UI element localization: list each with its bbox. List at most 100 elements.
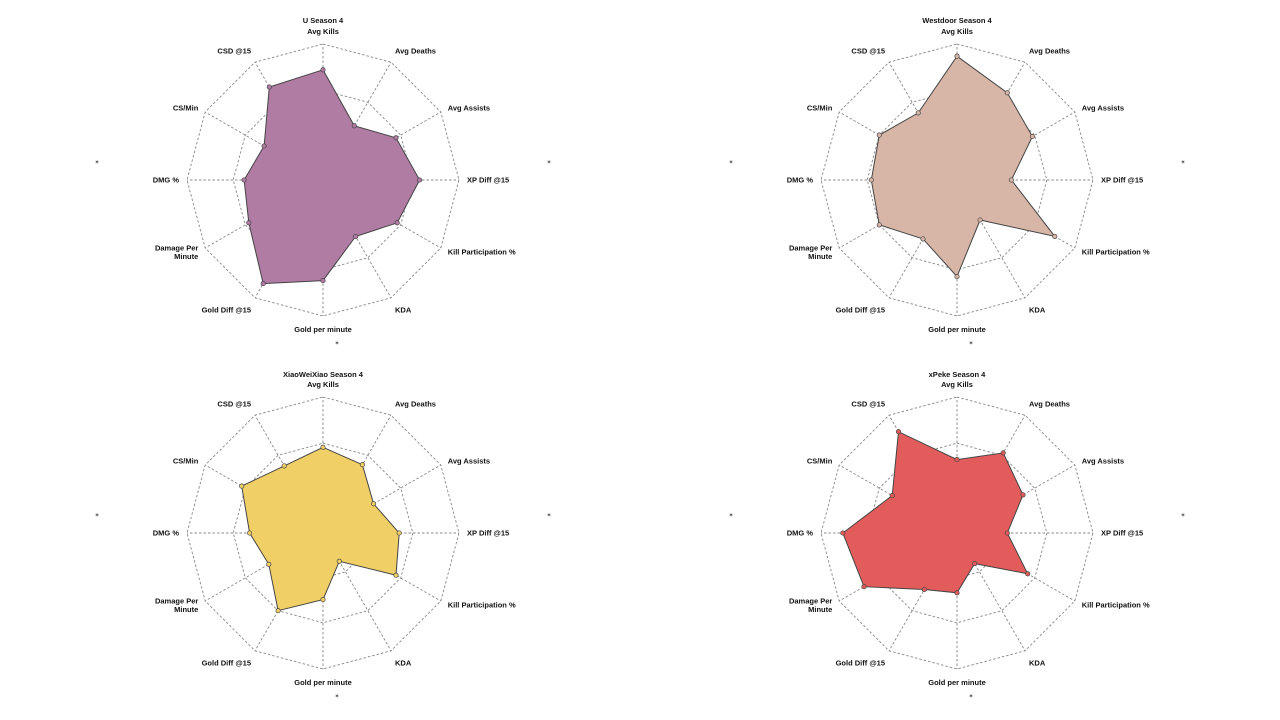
axis-label: Damage Per Minute xyxy=(789,597,832,615)
data-point xyxy=(320,444,326,450)
data-point xyxy=(954,53,960,59)
data-point xyxy=(247,530,253,536)
axis-label: Gold Diff @15 xyxy=(836,306,885,315)
axis-label: DMG % xyxy=(787,176,814,185)
axis-label: Avg Kills xyxy=(307,380,339,389)
axis-label: Gold Diff @15 xyxy=(202,306,251,315)
data-point xyxy=(1025,571,1031,577)
axis-label: CSD @15 xyxy=(217,46,251,55)
data-point xyxy=(876,222,882,228)
axis-label: DMG % xyxy=(153,529,180,538)
pin-icon: ✶ xyxy=(1180,512,1185,519)
axis-label: Damage Per Minute xyxy=(155,597,198,615)
pin-icon: ✶ xyxy=(1180,159,1185,166)
axis-label: CS/Min xyxy=(173,104,199,113)
axis-label: Avg Deaths xyxy=(1029,399,1070,408)
axis-label: KDA xyxy=(1029,306,1046,315)
pin-icon: ✶ xyxy=(546,512,551,519)
axis-label: Avg Kills xyxy=(307,27,339,36)
pin-icon: ✶ xyxy=(94,512,99,519)
axis-label: XP Diff @15 xyxy=(467,529,509,538)
axis-label: Avg Assists xyxy=(1082,457,1124,466)
data-point xyxy=(241,177,247,183)
axis-label: CS/Min xyxy=(173,457,199,466)
data-point xyxy=(954,457,960,463)
axis-label: Gold per minute xyxy=(294,325,352,334)
axis-label: CS/Min xyxy=(807,457,833,466)
data-point xyxy=(320,597,326,603)
axis-label: Gold per minute xyxy=(294,678,352,687)
data-point xyxy=(260,281,266,287)
data-point xyxy=(246,220,252,226)
radar-panel-2: Avg Kills Avg Deaths Avg Assists XP Diff @1… xyxy=(728,16,1185,347)
data-point xyxy=(353,233,359,240)
data-point xyxy=(876,132,882,138)
radar-panel-4: Avg Kills Avg Deaths Avg Assists XP Diff @1… xyxy=(728,370,1185,700)
pin-icon: ✶ xyxy=(968,340,973,347)
axis-label: Avg Deaths xyxy=(395,399,436,408)
chart-title: Westdoor Season 4 xyxy=(922,16,992,25)
axis-label: KDA xyxy=(1029,659,1046,668)
data-point xyxy=(417,177,423,183)
chart-title: xPeke Season 4 xyxy=(929,370,987,379)
axis-label: Avg Kills xyxy=(941,380,973,389)
pin-icon: ✶ xyxy=(546,159,551,166)
data-point xyxy=(266,561,272,567)
axis-label: CSD @15 xyxy=(851,46,885,55)
axis-label: Avg Deaths xyxy=(395,46,436,55)
axis-label: CSD @15 xyxy=(851,399,885,408)
axis-label: Gold per minute xyxy=(928,325,986,334)
data-point xyxy=(275,608,281,614)
data-point xyxy=(920,236,926,242)
axis-label: Kill Participation % xyxy=(1082,248,1150,257)
data-point xyxy=(239,483,245,489)
data-area xyxy=(842,430,1029,594)
grid-ring xyxy=(232,89,414,271)
data-point xyxy=(396,530,402,536)
data-point xyxy=(394,220,400,226)
data-area xyxy=(243,69,421,285)
data-point xyxy=(281,463,287,469)
data-point xyxy=(889,493,895,499)
data-point xyxy=(1020,492,1026,498)
data-point xyxy=(393,572,399,578)
data-point xyxy=(861,584,867,590)
radar-panel-3: Avg Kills Avg Deaths Avg Assists XP Diff @1… xyxy=(94,370,551,700)
pin-icon: ✶ xyxy=(968,693,973,700)
axis-label: XP Diff @15 xyxy=(467,176,509,185)
data-point xyxy=(1000,450,1006,456)
data-point xyxy=(954,590,960,596)
data-point xyxy=(868,177,874,183)
data-point xyxy=(359,462,365,468)
pin-icon: ✶ xyxy=(728,512,733,519)
axis-label: DMG % xyxy=(787,529,814,538)
data-point xyxy=(954,274,960,280)
data-point xyxy=(393,135,399,141)
grid-ring xyxy=(866,442,1048,624)
data-point xyxy=(840,530,846,536)
data-point xyxy=(1004,530,1010,536)
data-point xyxy=(1008,177,1014,183)
radar-panel-1: Avg Kills Avg Deaths Avg Assists XP Diff @1… xyxy=(94,16,551,347)
axis-label: Avg Assists xyxy=(1082,104,1124,113)
data-point xyxy=(371,501,377,507)
data-point xyxy=(266,84,272,90)
axis-label: KDA xyxy=(395,306,412,315)
data-point xyxy=(351,123,357,129)
axis-label: Kill Participation % xyxy=(448,601,516,610)
data-area xyxy=(241,446,400,612)
axis-label: Gold Diff @15 xyxy=(836,659,885,668)
axis-label: KDA xyxy=(395,659,412,668)
axis-label: Damage Per Minute xyxy=(789,244,832,262)
data-point xyxy=(1004,90,1010,96)
data-point xyxy=(320,67,326,73)
axis-label: Avg Assists xyxy=(448,104,490,113)
axis-label: Damage Per Minute xyxy=(155,244,198,262)
axis-label: Kill Participation % xyxy=(448,248,516,257)
axis-label: Gold per minute xyxy=(928,678,986,687)
data-point xyxy=(977,217,983,223)
chart-title: U Season 4 xyxy=(303,16,344,25)
data-point xyxy=(336,558,342,564)
data-point xyxy=(261,143,267,149)
